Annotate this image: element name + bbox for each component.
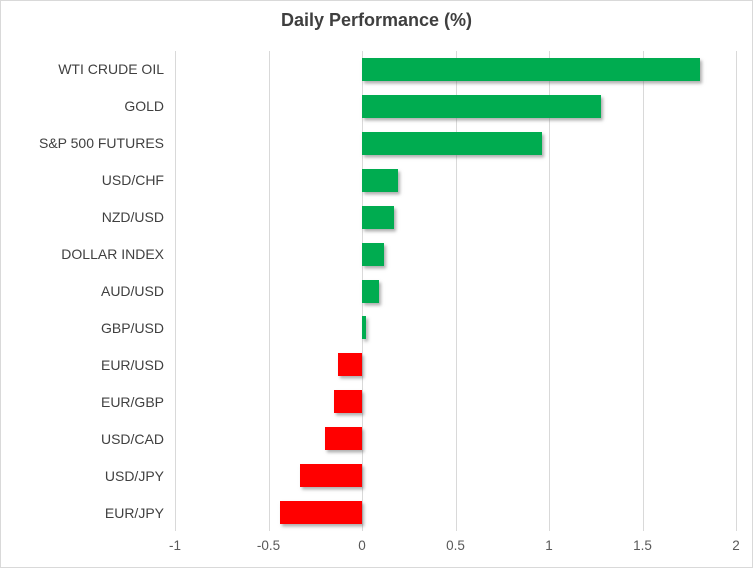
bar-gbp-usd <box>362 316 366 340</box>
gridline-x-0.5 <box>455 51 457 531</box>
category-label: EUR/USD <box>100 356 164 373</box>
x-tick-label: 1 <box>545 538 553 553</box>
gridline-x--1 <box>175 51 176 531</box>
bar-s-p-500-futures <box>362 131 542 155</box>
category-label: S&P 500 FUTURES <box>38 135 164 152</box>
gridline-x-2 <box>736 51 737 531</box>
x-tick-label: 1.5 <box>633 538 652 553</box>
category-label: USD/CAD <box>100 430 164 447</box>
bar-usd-chf <box>362 168 398 192</box>
bar-nzd-usd <box>362 205 394 229</box>
category-label: USD/JPY <box>104 467 164 484</box>
x-tick-label: 0 <box>358 538 366 553</box>
x-tick-label: 2 <box>732 538 740 553</box>
bar-eur-jpy <box>279 501 362 525</box>
bar-aud-usd <box>362 279 379 303</box>
gridline-x-1 <box>549 51 550 531</box>
gridline-x-1.5 <box>642 51 644 531</box>
category-label: DOLLAR INDEX <box>61 246 164 263</box>
category-label: GOLD <box>124 98 164 115</box>
category-label: EUR/GBP <box>100 393 164 410</box>
chart-title: Daily Performance (%) <box>280 10 473 30</box>
x-tick-label: -0.5 <box>256 538 281 553</box>
category-label: USD/CHF <box>101 172 164 189</box>
bar-gold <box>362 94 602 118</box>
category-label: EUR/JPY <box>104 504 164 521</box>
gridline-x--0.5 <box>268 51 270 531</box>
bar-usd-jpy <box>300 464 362 488</box>
category-label: NZD/USD <box>101 209 164 226</box>
bar-dollar-index <box>362 242 385 266</box>
category-label: AUD/USD <box>100 283 164 299</box>
bar-wti-crude-oil <box>362 57 701 81</box>
x-tick-label: -1 <box>168 538 182 553</box>
bar-eur-usd <box>337 353 362 377</box>
category-label: GBP/USD <box>100 319 164 336</box>
x-tick-label: 0.5 <box>446 538 465 553</box>
category-label: WTI CRUDE OIL <box>58 61 164 78</box>
bar-usd-cad <box>324 427 362 451</box>
bar-eur-gbp <box>333 390 362 414</box>
